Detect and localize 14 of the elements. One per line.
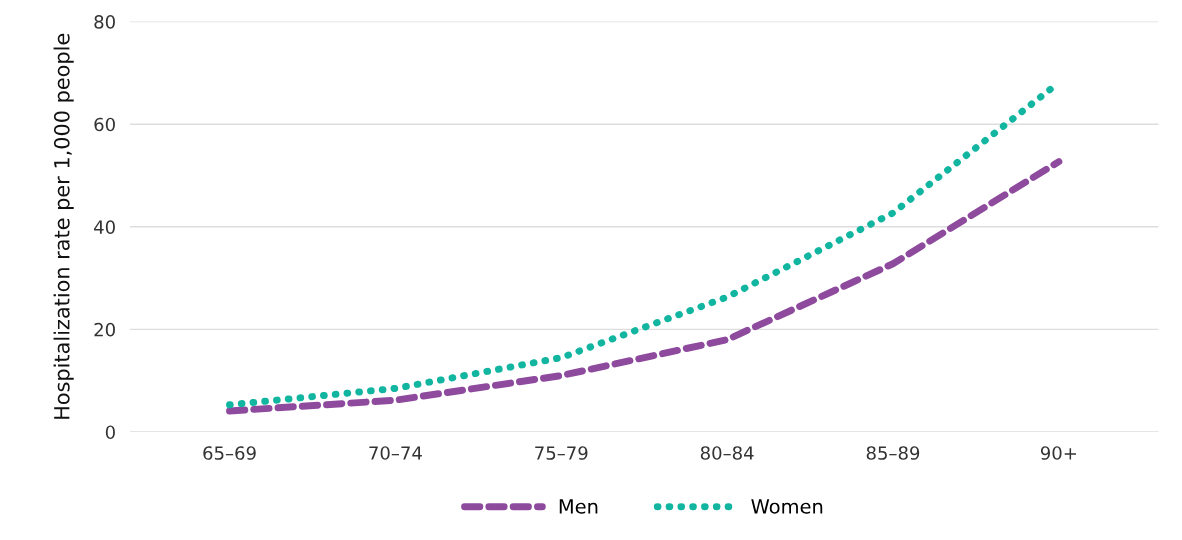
y-axis-title: Hospitalization rate per 1,000 people	[53, 33, 74, 419]
legend-label: Men	[559, 499, 598, 514]
x-tick-label: 80–84	[700, 446, 754, 460]
y-tick-label: 60	[94, 117, 115, 132]
y-tick-label: 40	[94, 220, 115, 234]
x-tick-label: 75–79	[535, 446, 588, 460]
y-tick-label: 0	[105, 425, 115, 440]
y-tick-label: 20	[94, 322, 115, 337]
y-tick-label: 80	[94, 15, 115, 29]
x-tick-label: 70–74	[369, 446, 422, 460]
x-tick-label: 90+	[1040, 446, 1076, 460]
x-tick-label: 65–69	[203, 446, 256, 460]
legend-label: Women	[751, 499, 823, 514]
x-tick-label: 85–89	[866, 446, 920, 460]
